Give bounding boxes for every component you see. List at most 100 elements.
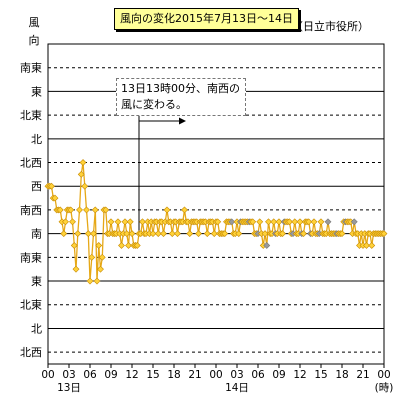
x-tick-label: 18 — [335, 369, 348, 381]
y-tick-label: 北西 — [20, 346, 42, 359]
data-point — [90, 230, 97, 238]
data-point — [139, 218, 146, 226]
x-tick-label: 15 — [146, 369, 159, 381]
data-point — [261, 230, 269, 238]
data-point — [91, 206, 99, 214]
data-point — [67, 206, 75, 214]
annotation-box: 13日13時00分、南西の風に変わる。 — [116, 78, 246, 116]
y-tick-label: 西 — [31, 180, 42, 193]
y-tick-label: 北東 — [20, 109, 42, 122]
data-point — [286, 218, 293, 226]
y-tick-label: 南 — [31, 228, 42, 241]
data-point — [235, 230, 243, 238]
data-point — [98, 253, 106, 261]
data-point — [102, 206, 110, 214]
data-point — [74, 230, 82, 238]
y-tick-label: 南東 — [20, 62, 42, 75]
y-tick-label: 北 — [31, 133, 42, 146]
data-point — [214, 218, 222, 226]
data-point — [126, 218, 134, 226]
x-tick-label: 21 — [188, 369, 201, 381]
data-point — [275, 218, 283, 226]
x-tick-label: 00 — [377, 369, 390, 381]
data-point — [174, 230, 181, 238]
data-point — [72, 265, 80, 273]
data-point — [300, 230, 307, 238]
y-tick-label: 南東 — [20, 251, 42, 264]
data-point — [305, 218, 313, 226]
data-point — [256, 218, 264, 226]
y-tick-label: 北 — [31, 322, 42, 335]
x-tick-label: 00 — [41, 369, 54, 381]
data-point — [310, 218, 318, 226]
data-point — [118, 242, 125, 249]
data-point — [84, 230, 92, 238]
data-point — [317, 218, 325, 226]
annotation-arrow-head — [179, 117, 186, 125]
data-point — [263, 242, 271, 249]
data-point — [107, 218, 115, 226]
data-point — [79, 159, 87, 166]
data-point — [93, 277, 101, 285]
data-point — [125, 242, 132, 249]
data-point — [350, 218, 358, 226]
data-point — [149, 230, 157, 238]
x-tick-label: 15 — [314, 369, 327, 381]
data-point — [195, 230, 202, 238]
x-tick-label: 21 — [356, 369, 369, 381]
data-point — [291, 218, 299, 226]
data-point — [77, 170, 85, 178]
data-point — [51, 194, 59, 202]
data-point — [181, 206, 188, 214]
x-day-label: 13日 — [57, 382, 81, 394]
data-point — [249, 218, 257, 226]
y-tick-label: 北東 — [20, 299, 42, 312]
x-tick-label: 06 — [83, 369, 97, 381]
data-point — [133, 242, 141, 249]
data-point — [363, 242, 370, 249]
data-point — [368, 242, 376, 249]
data-point — [88, 253, 96, 261]
y-axis-label: 風向 — [28, 16, 40, 47]
source-label: （日立市役所） — [292, 20, 369, 33]
x-tick-label: 12 — [293, 369, 306, 381]
data-point — [186, 230, 194, 238]
data-point — [128, 230, 136, 238]
data-point — [95, 242, 103, 249]
data-point — [69, 218, 76, 226]
x-tick-label: 18 — [167, 369, 180, 381]
data-point — [48, 182, 55, 190]
x-tick-label: 03 — [62, 369, 75, 381]
data-point — [154, 230, 162, 238]
data-point — [338, 230, 346, 238]
data-point — [56, 206, 64, 214]
data-point — [203, 230, 211, 238]
data-point — [62, 218, 69, 226]
x-day-label: 14日 — [225, 382, 249, 394]
y-tick-label: 東 — [31, 85, 42, 98]
data-point — [83, 206, 90, 214]
data-point — [265, 218, 272, 226]
data-point — [279, 230, 286, 238]
x-tick-label: 00 — [209, 369, 222, 381]
y-tick-label: 東 — [31, 275, 42, 288]
data-point — [160, 230, 167, 238]
data-point — [228, 218, 236, 226]
x-tick-label: 03 — [230, 369, 243, 381]
data-point — [296, 218, 304, 226]
data-point — [121, 218, 129, 226]
data-point — [380, 230, 388, 238]
data-point — [114, 218, 122, 226]
x-tick-label: 09 — [104, 369, 117, 381]
data-point — [70, 242, 78, 249]
data-point — [86, 277, 94, 285]
data-point — [163, 206, 171, 214]
data-point — [324, 218, 332, 226]
data-point — [123, 230, 131, 238]
y-tick-label: 南西 — [20, 204, 42, 217]
chart-title: 風向の変化2015年7月13日～14日 — [114, 8, 299, 30]
data-point — [270, 218, 278, 226]
data-point — [81, 182, 89, 190]
x-unit-label: (時) — [375, 382, 394, 394]
